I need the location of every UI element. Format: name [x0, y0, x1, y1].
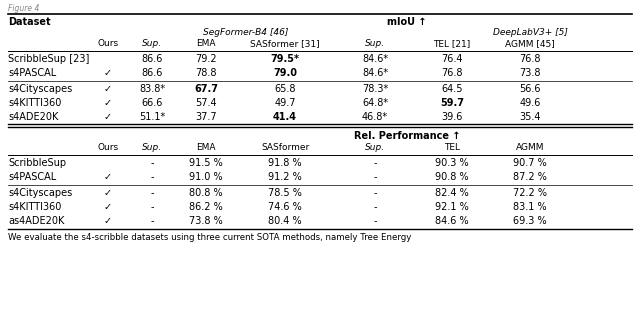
Text: Sup.: Sup.: [365, 143, 385, 152]
Text: ScribbleSup [23]: ScribbleSup [23]: [8, 54, 90, 64]
Text: s4KITTI360: s4KITTI360: [8, 98, 61, 108]
Text: ✓: ✓: [104, 172, 112, 182]
Text: Figure 4: Figure 4: [8, 4, 40, 13]
Text: 78.3*: 78.3*: [362, 84, 388, 94]
Text: 91.2 %: 91.2 %: [268, 172, 302, 182]
Text: 83.1 %: 83.1 %: [513, 202, 547, 212]
Text: s4Cityscapes: s4Cityscapes: [8, 188, 72, 198]
Text: -: -: [373, 158, 377, 168]
Text: Rel. Performance ↑: Rel. Performance ↑: [354, 131, 460, 141]
Text: 86.6: 86.6: [141, 54, 163, 64]
Text: ✓: ✓: [104, 112, 112, 122]
Text: -: -: [150, 216, 154, 226]
Text: ScribbleSup: ScribbleSup: [8, 158, 66, 168]
Text: s4Cityscapes: s4Cityscapes: [8, 84, 72, 94]
Text: 65.8: 65.8: [275, 84, 296, 94]
Text: -: -: [373, 202, 377, 212]
Text: mIoU ↑: mIoU ↑: [387, 17, 427, 27]
Text: 79.5*: 79.5*: [271, 54, 300, 64]
Text: EMA: EMA: [196, 143, 216, 152]
Text: AGMM: AGMM: [516, 143, 544, 152]
Text: 79.2: 79.2: [195, 54, 217, 64]
Text: ✓: ✓: [104, 188, 112, 198]
Text: 57.4: 57.4: [195, 98, 217, 108]
Text: Dataset: Dataset: [8, 17, 51, 27]
Text: AGMM [45]: AGMM [45]: [505, 39, 555, 48]
Text: 76.8: 76.8: [519, 54, 541, 64]
Text: 80.8 %: 80.8 %: [189, 188, 223, 198]
Text: -: -: [150, 188, 154, 198]
Text: 73.8: 73.8: [519, 68, 541, 78]
Text: -: -: [150, 202, 154, 212]
Text: Sup.: Sup.: [142, 143, 162, 152]
Text: 80.4 %: 80.4 %: [268, 216, 302, 226]
Text: 66.6: 66.6: [141, 98, 163, 108]
Text: SASformer [31]: SASformer [31]: [250, 39, 320, 48]
Text: 91.8 %: 91.8 %: [268, 158, 302, 168]
Text: 49.6: 49.6: [519, 98, 541, 108]
Text: ✓: ✓: [104, 68, 112, 78]
Text: s4PASCAL: s4PASCAL: [8, 68, 56, 78]
Text: 78.5 %: 78.5 %: [268, 188, 302, 198]
Text: s4ADE20K: s4ADE20K: [8, 112, 58, 122]
Text: TEL: TEL: [444, 143, 460, 152]
Text: s4KITTI360: s4KITTI360: [8, 202, 61, 212]
Text: as4ADE20K: as4ADE20K: [8, 216, 65, 226]
Text: 73.8 %: 73.8 %: [189, 216, 223, 226]
Text: -: -: [373, 172, 377, 182]
Text: 91.0 %: 91.0 %: [189, 172, 223, 182]
Text: 76.8: 76.8: [441, 68, 463, 78]
Text: 79.0: 79.0: [273, 68, 297, 78]
Text: ✓: ✓: [104, 84, 112, 94]
Text: SASformer: SASformer: [261, 143, 309, 152]
Text: ✓: ✓: [104, 98, 112, 108]
Text: 51.1*: 51.1*: [139, 112, 165, 122]
Text: -: -: [373, 216, 377, 226]
Text: 90.7 %: 90.7 %: [513, 158, 547, 168]
Text: 84.6 %: 84.6 %: [435, 216, 469, 226]
Text: 90.8 %: 90.8 %: [435, 172, 469, 182]
Text: 76.4: 76.4: [441, 54, 463, 64]
Text: Sup.: Sup.: [365, 39, 385, 48]
Text: 64.5: 64.5: [441, 84, 463, 94]
Text: Ours: Ours: [97, 39, 118, 48]
Text: 90.3 %: 90.3 %: [435, 158, 469, 168]
Text: We evaluate the s4-scribble datasets using three current SOTA methods, namely Tr: We evaluate the s4-scribble datasets usi…: [8, 233, 412, 242]
Text: 59.7: 59.7: [440, 98, 464, 108]
Text: 86.6: 86.6: [141, 68, 163, 78]
Text: 83.8*: 83.8*: [139, 84, 165, 94]
Text: 78.8: 78.8: [195, 68, 217, 78]
Text: -: -: [150, 172, 154, 182]
Text: 72.2 %: 72.2 %: [513, 188, 547, 198]
Text: SegFormer-B4 [46]: SegFormer-B4 [46]: [203, 28, 288, 37]
Text: s4PASCAL: s4PASCAL: [8, 172, 56, 182]
Text: 86.2 %: 86.2 %: [189, 202, 223, 212]
Text: 74.6 %: 74.6 %: [268, 202, 302, 212]
Text: 82.4 %: 82.4 %: [435, 188, 469, 198]
Text: 56.6: 56.6: [519, 84, 541, 94]
Text: 92.1 %: 92.1 %: [435, 202, 469, 212]
Text: DeepLabV3+ [5]: DeepLabV3+ [5]: [493, 28, 568, 37]
Text: -: -: [373, 188, 377, 198]
Text: Ours: Ours: [97, 143, 118, 152]
Text: ✓: ✓: [104, 216, 112, 226]
Text: Sup.: Sup.: [142, 39, 162, 48]
Text: 49.7: 49.7: [275, 98, 296, 108]
Text: 46.8*: 46.8*: [362, 112, 388, 122]
Text: 84.6*: 84.6*: [362, 54, 388, 64]
Text: 37.7: 37.7: [195, 112, 217, 122]
Text: 39.6: 39.6: [442, 112, 463, 122]
Text: ✓: ✓: [104, 202, 112, 212]
Text: 41.4: 41.4: [273, 112, 297, 122]
Text: -: -: [150, 158, 154, 168]
Text: 67.7: 67.7: [194, 84, 218, 94]
Text: 64.8*: 64.8*: [362, 98, 388, 108]
Text: 84.6*: 84.6*: [362, 68, 388, 78]
Text: 91.5 %: 91.5 %: [189, 158, 223, 168]
Text: TEL [21]: TEL [21]: [433, 39, 470, 48]
Text: 35.4: 35.4: [519, 112, 541, 122]
Text: EMA: EMA: [196, 39, 216, 48]
Text: 69.3 %: 69.3 %: [513, 216, 547, 226]
Text: 87.2 %: 87.2 %: [513, 172, 547, 182]
